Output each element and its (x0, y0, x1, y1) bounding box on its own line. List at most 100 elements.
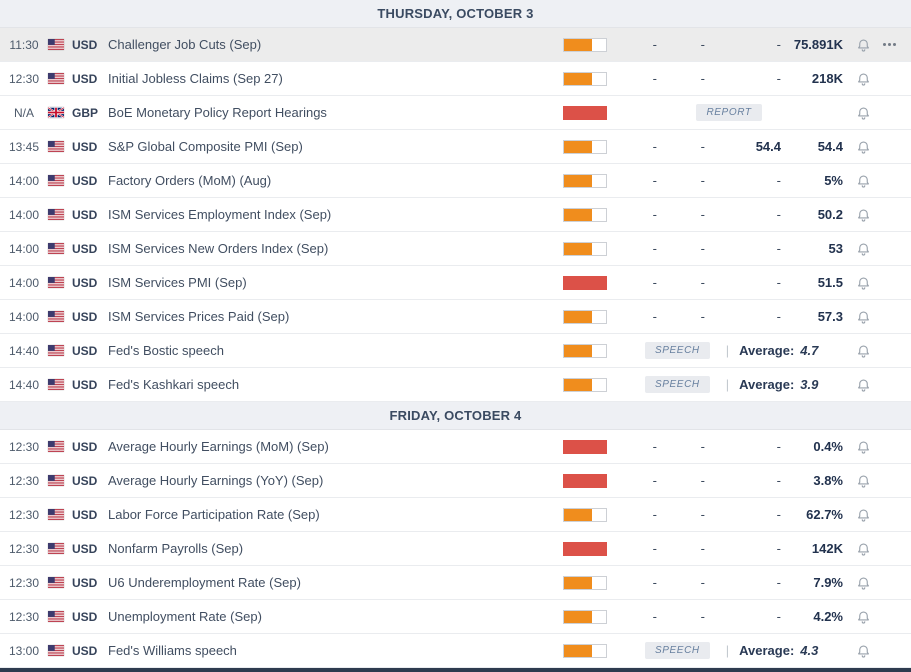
volatility-indicator (563, 541, 609, 556)
notification-bell-button[interactable] (843, 439, 883, 455)
consensus-value: - (776, 37, 781, 52)
calendar-event-row[interactable]: 12:30 USD Average Hourly Earnings (MoM) … (0, 430, 911, 464)
calendar-event-row[interactable]: 14:40 USD Fed's Kashkari speech SPEECH | A… (0, 368, 911, 402)
calendar-event-row[interactable]: N/A GBP BoE Monetary Policy Report Heari… (0, 96, 911, 130)
volatility-indicator (563, 309, 609, 324)
bell-icon (856, 207, 871, 223)
event-values: - - - 57.3 (615, 309, 843, 324)
volatility-indicator (563, 173, 609, 188)
event-time: 14:40 (8, 377, 40, 392)
previous-value: 62.7% (806, 507, 843, 522)
volatility-indicator (563, 139, 609, 154)
notification-bell-button[interactable] (843, 507, 883, 523)
calendar-event-row[interactable]: 14:00 USD ISM Services Employment Index … (0, 198, 911, 232)
calendar-event-row[interactable]: 12:30 USD U6 Underemployment Rate (Sep) … (0, 566, 911, 600)
notification-bell-button[interactable] (843, 609, 883, 625)
previous-value: 50.2 (817, 207, 843, 222)
notification-bell-button[interactable] (843, 71, 883, 87)
event-name: Fed's Bostic speech (108, 343, 224, 358)
us-flag-icon (48, 345, 68, 356)
deviation-value: - (700, 309, 705, 324)
consensus-value: - (776, 241, 781, 256)
event-values: - - - 5% (615, 173, 843, 188)
notification-bell-button[interactable] (843, 173, 883, 189)
us-flag-icon (48, 379, 68, 390)
previous-value: 0.4% (813, 439, 843, 454)
deviation-value: - (700, 473, 705, 488)
us-flag-icon (48, 577, 68, 588)
currency-label: USD (72, 575, 98, 590)
consensus-value: - (776, 71, 781, 86)
calendar-event-row[interactable]: 12:30 USD Nonfarm Payrolls (Sep) - - - 142K (0, 532, 911, 566)
actual-value: - (652, 541, 657, 556)
notification-bell-button[interactable] (843, 541, 883, 557)
calendar-event-row[interactable]: 14:40 USD Fed's Bostic speech SPEECH | Ave… (0, 334, 911, 368)
calendar-event-row[interactable]: 14:00 USD ISM Services Prices Paid (Sep)… (0, 300, 911, 334)
calendar-event-row[interactable]: 14:00 USD Factory Orders (MoM) (Aug) ---… (0, 164, 911, 198)
calendar-event-row[interactable]: 12:30 USD Unemployment Rate (Sep) - - - 4.2… (0, 600, 911, 634)
currency-label: GBP (72, 105, 99, 120)
event-name: ISM Services PMI (Sep) (108, 275, 247, 290)
event-values: - - 54.4 54.4 (615, 139, 843, 154)
calendar-event-row[interactable]: 12:30 USD Initial Jobless Claims (Sep 27… (0, 62, 911, 96)
previous-value: 5% (824, 173, 843, 188)
notification-bell-button[interactable] (843, 473, 883, 489)
notification-bell-button[interactable] (843, 575, 883, 591)
calendar-event-row[interactable]: 13:45 USD S&P Global Composite PMI (Sep)… (0, 130, 911, 164)
consensus-value: - (776, 275, 781, 290)
event-name: Average Hourly Earnings (YoY) (Sep) (108, 473, 324, 488)
notification-bell-button[interactable] (843, 105, 883, 121)
volatility-indicator (563, 377, 609, 392)
bell-icon (856, 173, 871, 189)
currency-label: USD (72, 343, 98, 358)
event-time: 12:30 (8, 575, 40, 590)
average-value: 3.9 (800, 377, 819, 392)
event-time: 14:00 (8, 207, 40, 222)
separator: | (725, 343, 730, 358)
calendar-event-row[interactable]: 12:30 USD Average Hourly Earnings (YoY) … (0, 464, 911, 498)
notification-bell-button[interactable] (843, 275, 883, 291)
notification-bell-button[interactable] (843, 139, 883, 155)
calendar-event-row[interactable]: 11:30 USD Challenger Job Cuts (Sep) ---7… (0, 28, 911, 62)
event-values: - - - 62.7% (615, 507, 843, 522)
currency-label: USD (72, 507, 98, 522)
row-menu-button[interactable] (883, 43, 911, 46)
us-flag-icon (48, 509, 68, 520)
consensus-value: - (776, 473, 781, 488)
deviation-value: - (700, 439, 705, 454)
volatility-indicator (563, 439, 609, 454)
bell-icon (856, 541, 871, 557)
currency-label: USD (72, 139, 98, 154)
volatility-indicator (563, 71, 609, 86)
notification-bell-button[interactable] (843, 343, 883, 359)
event-time: 12:30 (8, 71, 40, 86)
bell-icon (856, 377, 871, 393)
date-section-title: THURSDAY, OCTOBER 3 (377, 6, 534, 21)
actual-value: - (652, 575, 657, 590)
currency-label: USD (72, 71, 98, 86)
event-time: 12:30 (8, 473, 40, 488)
notification-bell-button[interactable] (843, 241, 883, 257)
notification-bell-button[interactable] (843, 37, 883, 53)
notification-bell-button[interactable] (843, 643, 883, 659)
consensus-value: - (776, 541, 781, 556)
volatility-indicator (563, 37, 609, 52)
notification-bell-button[interactable] (843, 309, 883, 325)
volatility-indicator (563, 207, 609, 222)
consensus-value: - (776, 575, 781, 590)
consensus-value: - (776, 207, 781, 222)
separator: | (725, 643, 730, 658)
calendar-event-row[interactable]: 13:00 USD Fed's Williams speech SPEECH | A… (0, 634, 911, 668)
bell-icon (856, 609, 871, 625)
calendar-event-row[interactable]: 14:00 USD ISM Services New Orders Index … (0, 232, 911, 266)
consensus-value: - (776, 309, 781, 324)
event-time: N/A (13, 105, 34, 120)
us-flag-icon (48, 475, 68, 486)
event-name: Unemployment Rate (Sep) (108, 609, 262, 624)
notification-bell-button[interactable] (843, 207, 883, 223)
notification-bell-button[interactable] (843, 377, 883, 393)
event-values: SPEECH | Average: 4.3 (615, 642, 843, 659)
event-values: - - -75.891K (615, 37, 843, 52)
calendar-event-row[interactable]: 12:30 USD Labor Force Participation Rate… (0, 498, 911, 532)
calendar-event-row[interactable]: 14:00 USD ISM Services PMI (Sep) - - - 51.5 (0, 266, 911, 300)
